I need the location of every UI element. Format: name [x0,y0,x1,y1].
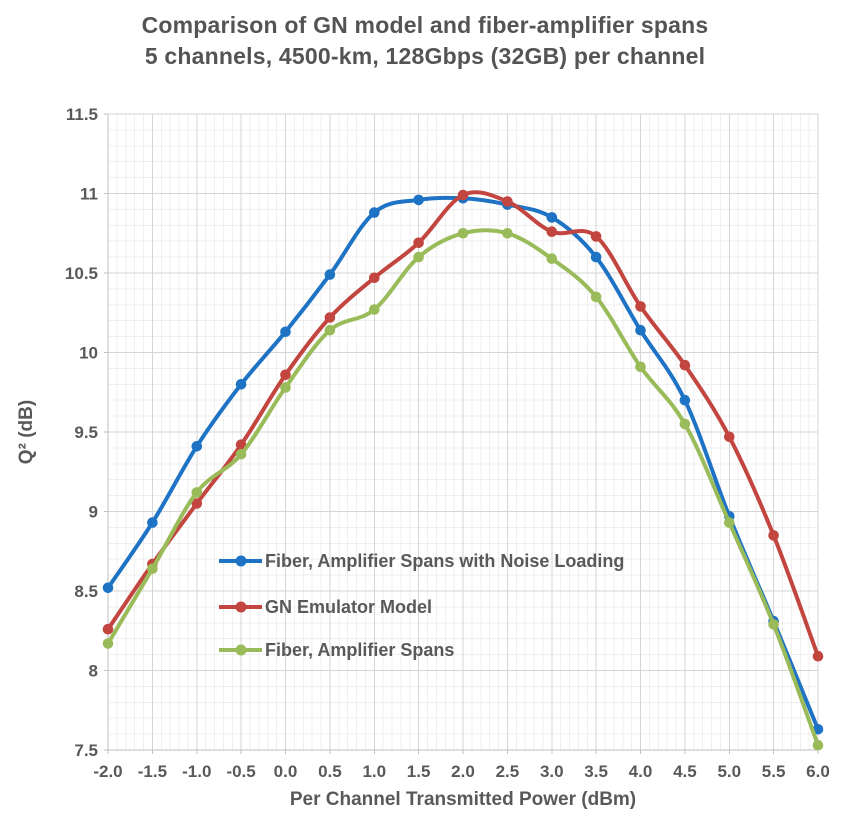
y-tick-label: 11.5 [66,105,98,124]
series-marker-2 [768,619,779,630]
series-marker-1 [502,196,513,207]
y-tick-label: 8 [89,662,98,681]
legend-dot-icon [235,555,246,567]
series-marker-1 [590,231,602,242]
x-tick-label: 6.0 [806,762,830,781]
series-marker-1 [457,189,469,201]
x-tick-label: 2.0 [451,762,475,781]
x-tick-label: 1.5 [407,762,431,781]
x-tick-label: 4.0 [629,762,653,781]
legend-item-gn-emulator-model: GN Emulator Model [219,596,432,618]
x-tick-label: -0.5 [226,762,255,781]
x-tick-label: 1.0 [362,762,386,781]
series-line-1 [106,190,820,659]
series-marker-1 [324,312,336,323]
series-line-0 [106,195,820,732]
series-marker-0 [102,582,114,594]
x-tick-label: -1.5 [138,762,167,781]
x-tick-label: 4.5 [673,762,697,781]
series-2 [102,228,824,751]
series-marker-1 [102,623,114,635]
series-marker-2 [546,253,558,264]
series-marker-1 [768,530,779,541]
series-marker-2 [502,228,513,239]
legend-dot-icon [235,601,246,613]
series-marker-0 [147,517,158,528]
x-tick-label: 0.0 [274,762,298,781]
y-tick-label: 9 [89,503,98,522]
series-marker-1 [191,498,203,509]
x-tick-label: 3.0 [540,762,564,781]
series-marker-2 [191,487,203,498]
legend-swatch-fiber-noise-loading [219,555,262,568]
series-marker-1 [724,431,735,443]
series-marker-2 [102,638,114,649]
series-marker-2 [324,324,336,336]
series-line-2 [106,228,820,748]
tick-labels: 11.5 11 10.5 10 9.5 9 8.5 8 7.5 -2.0 -1.5 -1.0 -0.5 0… [65,105,830,781]
series-marker-1 [546,226,558,237]
axes [104,113,819,754]
series-marker-2 [457,228,469,239]
series-marker-0 [235,379,247,390]
y-axis-title: Q² (dB) [16,399,37,465]
series-marker-2 [413,251,424,263]
series-marker-0 [324,269,336,280]
legend-item-fiber-noise-loading: Fiber, Amplifier Spans with Noise Loadin… [219,550,624,572]
legend-swatch-fiber-amplifier-spans [219,644,262,657]
series-marker-1 [280,369,291,381]
series-marker-0 [679,394,691,406]
series-marker-2 [369,304,380,315]
series-marker-2 [280,382,291,393]
x-tick-label: 5.5 [762,762,786,781]
chart-title: Comparison of GN model and fiber-amplifi… [0,10,850,72]
chart-title-line-2: 5 channels, 4500-km, 128Gbps (32GB) per … [144,43,706,69]
series-marker-0 [413,194,424,206]
series-marker-1 [679,359,691,371]
x-tick-label: 0.5 [318,762,342,781]
series-marker-1 [369,272,380,284]
series-marker-0 [191,441,203,452]
series-marker-2 [235,449,247,460]
series-marker-0 [546,212,558,223]
series-marker-1 [635,301,646,312]
legend-dot-icon [235,644,246,656]
series-marker-1 [812,650,824,662]
legend-item-fiber-amplifier-spans: Fiber, Amplifier Spans [219,639,454,661]
series-marker-2 [724,517,735,528]
x-tick-label: 3.5 [584,762,608,781]
x-tick-label: -2.0 [93,762,122,781]
series-marker-2 [590,291,602,303]
y-tick-label: 10 [79,344,98,363]
series-marker-1 [235,439,247,451]
x-tick-label: -1.0 [182,762,211,781]
series-marker-2 [147,563,158,574]
legend-label: GN Emulator Model [265,596,433,617]
legend-swatch-gn-emulator-model [219,601,262,614]
series-marker-1 [413,237,424,249]
series-1 [102,189,824,662]
legend-label: Fiber, Amplifier Spans with Noise Loadin… [265,550,625,571]
y-tick-label: 11 [80,185,98,204]
series-marker-2 [679,418,691,430]
y-tick-label: 10.5 [65,264,98,283]
chart-title-line-1: Comparison of GN model and fiber-amplifi… [141,12,709,38]
x-tick-label: 2.5 [496,762,520,781]
x-tick-label: 5.0 [717,762,741,781]
series-marker-0 [369,207,380,218]
series-marker-2 [635,361,646,373]
x-axis-title: Per Channel Transmitted Power (dBm) [289,789,637,810]
series-marker-0 [812,724,824,735]
legend-label: Fiber, Amplifier Spans [265,639,455,660]
series-marker-0 [590,251,602,263]
series-marker-0 [635,324,646,336]
y-tick-label: 7.5 [74,741,98,760]
y-tick-label: 8.5 [74,582,98,601]
series-marker-2 [812,739,824,751]
y-tick-label: 9.5 [74,423,98,442]
series-marker-0 [280,326,291,338]
